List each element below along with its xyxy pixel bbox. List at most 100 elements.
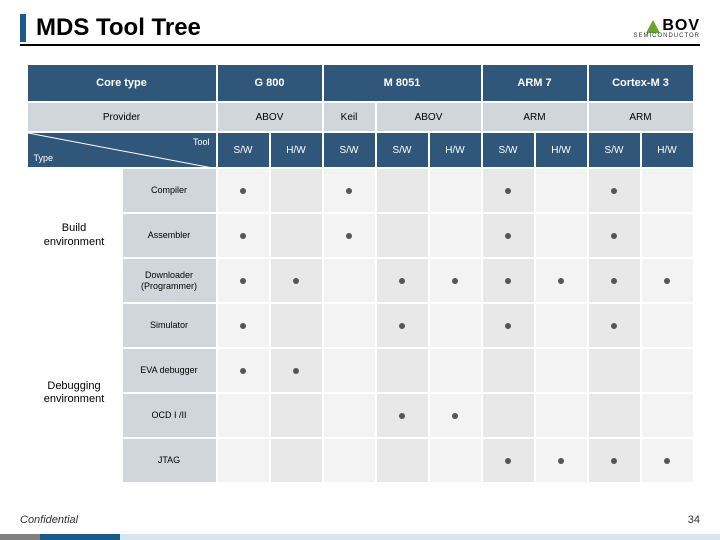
- header-provider: ARM: [482, 102, 588, 132]
- dot-icon: [558, 278, 564, 284]
- data-cell: [641, 438, 694, 483]
- data-cell: [270, 258, 323, 303]
- data-cell: [217, 438, 270, 483]
- header-core: M 8051: [323, 64, 482, 102]
- dot-icon: [611, 233, 617, 239]
- dot-icon: [399, 413, 405, 419]
- data-cell: [270, 438, 323, 483]
- data-cell: [482, 303, 535, 348]
- header-swhw: S/W: [323, 132, 376, 168]
- data-cell: [323, 393, 376, 438]
- data-cell: [270, 348, 323, 393]
- data-cell: [323, 348, 376, 393]
- header-swhw: H/W: [429, 132, 482, 168]
- data-cell: [535, 258, 588, 303]
- dot-icon: [505, 278, 511, 284]
- data-cell: [376, 258, 429, 303]
- data-cell: [429, 393, 482, 438]
- logo: BOV SEMICONDUCTOR: [633, 17, 700, 39]
- data-cell: [535, 393, 588, 438]
- dot-icon: [240, 233, 246, 239]
- data-cell: [588, 393, 641, 438]
- data-cell: [217, 213, 270, 258]
- page-number: 34: [688, 514, 700, 526]
- dot-icon: [611, 278, 617, 284]
- data-cell: [482, 348, 535, 393]
- row-label: Downloader (Programmer): [122, 258, 217, 303]
- header-provider: ARM: [588, 102, 694, 132]
- dot-icon: [505, 188, 511, 194]
- dot-icon: [452, 278, 458, 284]
- logo-triangle-icon: [646, 20, 660, 33]
- data-cell: [482, 258, 535, 303]
- data-cell: [641, 348, 694, 393]
- data-cell: [482, 393, 535, 438]
- data-cell: [641, 303, 694, 348]
- header-provider-label: Provider: [27, 102, 217, 132]
- dot-icon: [346, 233, 352, 239]
- header-core: G 800: [217, 64, 323, 102]
- data-cell: [376, 168, 429, 213]
- data-cell: [217, 258, 270, 303]
- header-provider: ABOV: [217, 102, 323, 132]
- header-swhw: S/W: [217, 132, 270, 168]
- data-cell: [482, 438, 535, 483]
- dot-icon: [558, 458, 564, 464]
- data-cell: [588, 213, 641, 258]
- dot-icon: [240, 323, 246, 329]
- dot-icon: [505, 233, 511, 239]
- dot-icon: [346, 188, 352, 194]
- dot-icon: [664, 278, 670, 284]
- data-cell: [217, 168, 270, 213]
- data-cell: [588, 438, 641, 483]
- confidential-label: Confidential: [20, 514, 78, 526]
- bottom-bar: [0, 534, 720, 540]
- data-cell: [641, 393, 694, 438]
- row-label: Simulator: [122, 303, 217, 348]
- dot-icon: [452, 413, 458, 419]
- data-cell: [429, 213, 482, 258]
- data-cell: [482, 213, 535, 258]
- data-cell: [217, 393, 270, 438]
- data-cell: [535, 168, 588, 213]
- header-provider: ABOV: [376, 102, 482, 132]
- data-cell: [323, 168, 376, 213]
- row-label: Compiler: [122, 168, 217, 213]
- data-cell: [270, 213, 323, 258]
- data-cell: [429, 258, 482, 303]
- dot-icon: [505, 323, 511, 329]
- data-cell: [482, 168, 535, 213]
- title-row: MDS Tool Tree BOV SEMICONDUCTOR: [20, 14, 700, 42]
- data-cell: [270, 168, 323, 213]
- data-cell: [429, 348, 482, 393]
- data-cell: [217, 303, 270, 348]
- dot-icon: [240, 368, 246, 374]
- dot-icon: [293, 368, 299, 374]
- dot-icon: [399, 323, 405, 329]
- row-label: JTAG: [122, 438, 217, 483]
- dot-icon: [611, 458, 617, 464]
- data-cell: [323, 213, 376, 258]
- data-cell: [323, 303, 376, 348]
- data-cell: [535, 438, 588, 483]
- dot-icon: [240, 188, 246, 194]
- title-left: MDS Tool Tree: [20, 14, 201, 42]
- data-cell: [217, 348, 270, 393]
- row-label: Assembler: [122, 213, 217, 258]
- data-cell: [376, 393, 429, 438]
- row-label: OCD I /II: [122, 393, 217, 438]
- header-tool-type: ToolType: [27, 132, 217, 168]
- data-cell: [535, 348, 588, 393]
- data-cell: [588, 258, 641, 303]
- data-cell: [429, 438, 482, 483]
- data-cell: [270, 303, 323, 348]
- title-rule: [20, 44, 700, 46]
- logo-subtext: SEMICONDUCTOR: [633, 33, 700, 39]
- header-core: ARM 7: [482, 64, 588, 102]
- data-cell: [535, 303, 588, 348]
- data-cell: [376, 438, 429, 483]
- data-cell: [641, 168, 694, 213]
- category-label: Debugging environment: [27, 303, 122, 483]
- data-cell: [429, 168, 482, 213]
- header-swhw: H/W: [270, 132, 323, 168]
